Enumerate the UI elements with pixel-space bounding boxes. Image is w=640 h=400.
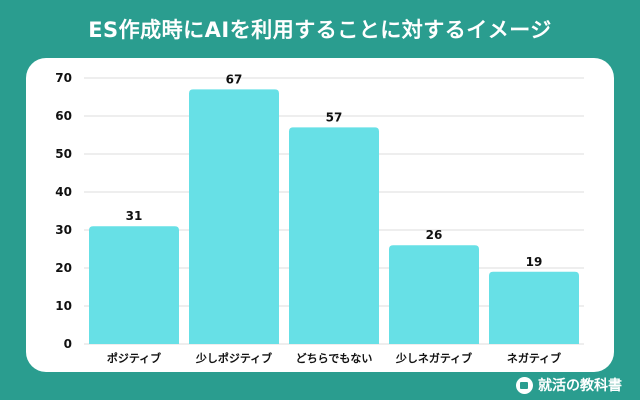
y-tick-label: 30 bbox=[55, 223, 72, 237]
data-label: 19 bbox=[526, 255, 543, 269]
y-tick-label: 70 bbox=[55, 71, 72, 85]
x-tick-label: どちらでもない bbox=[296, 352, 373, 365]
x-tick-label: 少しポジティブ bbox=[195, 351, 272, 365]
brand-name: 就活の教科書 bbox=[538, 378, 622, 394]
bar-chart: 0 10 20 30 40 50 60 70 31 ポジティブ 67 少しポジティブ 57 どちらでもない… bbox=[55, 71, 584, 365]
bar bbox=[289, 127, 379, 345]
x-tick-label: 少しネガティブ bbox=[395, 351, 472, 365]
brand-logo: 就活の教科書 bbox=[516, 375, 622, 395]
y-tick-label: 10 bbox=[55, 299, 72, 313]
bar bbox=[489, 271, 579, 344]
y-tick-label: 50 bbox=[55, 147, 72, 161]
data-label: 67 bbox=[226, 72, 243, 86]
y-tick-label: 0 bbox=[64, 337, 72, 351]
data-label: 26 bbox=[426, 228, 443, 242]
bar bbox=[389, 245, 479, 344]
y-tick-label: 40 bbox=[55, 185, 72, 199]
y-tick-label: 20 bbox=[55, 261, 72, 275]
y-tick-label: 60 bbox=[55, 109, 72, 123]
data-label: 31 bbox=[126, 209, 143, 223]
data-label: 57 bbox=[326, 110, 343, 124]
bar bbox=[89, 226, 179, 344]
book-icon bbox=[516, 376, 533, 394]
x-tick-label: ネガティブ bbox=[507, 351, 561, 365]
x-tick-label: ポジティブ bbox=[107, 351, 161, 365]
chart-title: ES作成時にAIを利用することに対するイメージ bbox=[88, 18, 552, 42]
chart-card: 0 10 20 30 40 50 60 70 31 ポジティブ 67 少しポジティブ 57 どちらでもない… bbox=[26, 58, 614, 372]
bar bbox=[189, 89, 279, 345]
